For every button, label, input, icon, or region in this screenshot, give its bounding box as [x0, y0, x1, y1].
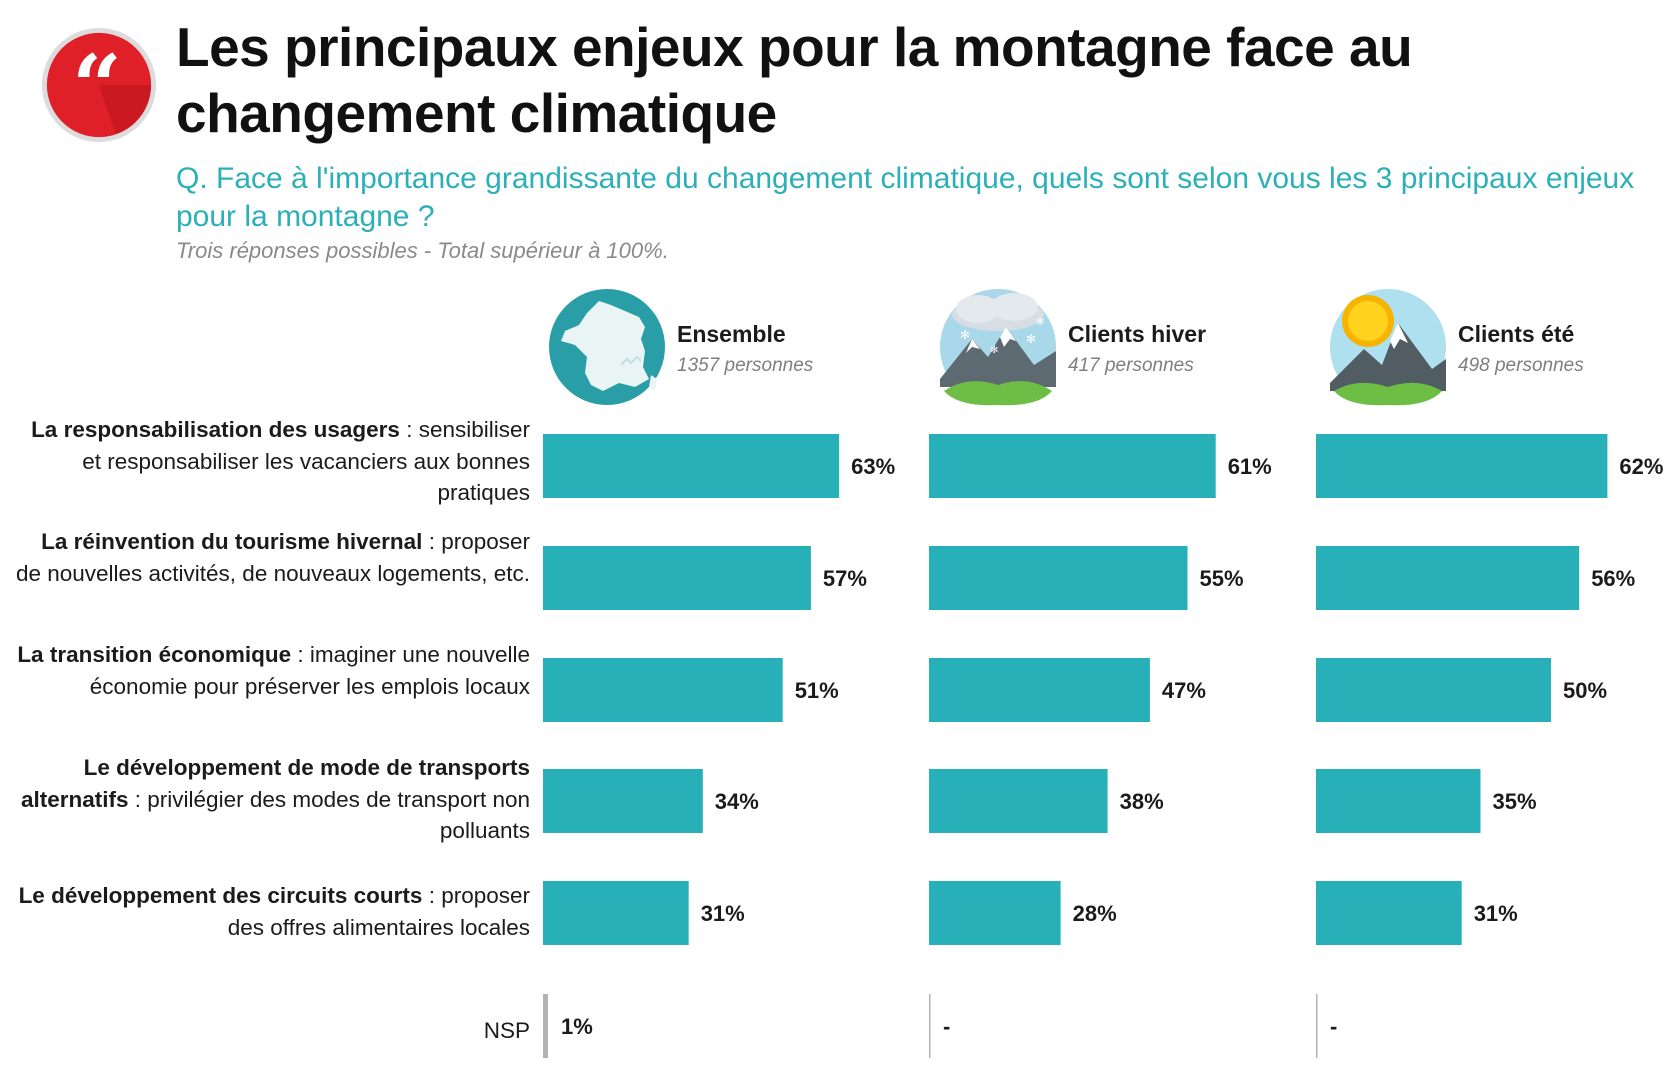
- bar: [1316, 546, 1580, 610]
- bar-value-label: 50%: [1563, 678, 1607, 703]
- nsp-separator: [929, 994, 931, 1058]
- svg-text:“: “: [72, 36, 122, 137]
- nsp-value-label: 1%: [561, 1014, 593, 1039]
- group-count: 1357 personnes: [677, 355, 814, 376]
- svg-text:✻: ✻: [990, 345, 998, 356]
- nsp-separator: [1316, 994, 1318, 1058]
- bar: [543, 881, 689, 945]
- nsp-value-label: -: [1330, 1014, 1337, 1039]
- group-name: Clients été: [1458, 321, 1575, 347]
- row-label-transition-economique: La transition économique : imaginer une …: [17, 642, 530, 699]
- bar: [1316, 769, 1481, 833]
- bar-value-label: 31%: [701, 901, 745, 926]
- bar: [929, 434, 1216, 498]
- bar-value-label: 55%: [1200, 566, 1244, 591]
- group-name: Ensemble: [677, 321, 786, 347]
- bar: [929, 546, 1188, 610]
- bar: [1316, 881, 1462, 945]
- group-count: 498 personnes: [1458, 355, 1584, 376]
- row-label-transports-alternatifs: Le développement de mode de transports a…: [20, 755, 530, 843]
- bar: [543, 434, 840, 498]
- bar: [929, 881, 1061, 945]
- bar-value-label: 35%: [1493, 789, 1537, 814]
- bar: [1316, 658, 1551, 722]
- bar: [1316, 434, 1608, 498]
- france-map-icon: [549, 289, 665, 405]
- page-title: Les principaux enjeux pour la montagne f…: [176, 16, 1413, 144]
- bar: [543, 658, 783, 722]
- bar: [543, 546, 811, 610]
- bar-value-label: 47%: [1162, 678, 1206, 703]
- svg-text:✻: ✻: [1026, 332, 1036, 346]
- bar-value-label: 34%: [715, 789, 759, 814]
- group-name: Clients hiver: [1068, 321, 1207, 347]
- nsp-value-label: -: [943, 1014, 950, 1039]
- bar: [543, 769, 703, 833]
- svg-text:✻: ✻: [960, 328, 970, 342]
- sunny-mountain-icon: [1330, 289, 1446, 406]
- quote-icon: “: [41, 27, 157, 143]
- bar-value-label: 51%: [795, 678, 839, 703]
- answer-note: Trois réponses possibles - Total supérie…: [176, 238, 669, 263]
- row-label-responsabilisation: La responsabilisation des usagers : sens…: [31, 417, 530, 505]
- survey-question: Q. Face à l'importance grandissante du c…: [176, 162, 1635, 233]
- bar: [929, 658, 1150, 722]
- bar-value-label: 63%: [851, 454, 895, 479]
- bar-value-label: 28%: [1073, 901, 1117, 926]
- row-label-circuits-courts: Le développement des circuits courts : p…: [18, 883, 530, 940]
- bar-value-label: 31%: [1474, 901, 1518, 926]
- bar-value-label: 57%: [823, 566, 867, 591]
- nsp-label: NSP: [483, 1018, 530, 1043]
- bar-value-label: 61%: [1228, 454, 1272, 479]
- bar-value-label: 62%: [1619, 454, 1663, 479]
- bar-value-label: 38%: [1120, 789, 1164, 814]
- svg-text:✻: ✻: [1036, 317, 1044, 328]
- group-count: 417 personnes: [1068, 355, 1194, 376]
- nsp-bar: [543, 994, 548, 1058]
- bar: [929, 769, 1108, 833]
- row-label-tourisme-hivernal: La réinvention du tourisme hivernal : pr…: [15, 529, 530, 586]
- bar-value-label: 56%: [1591, 566, 1635, 591]
- snowy-mountain-icon: ✻ ✻ ✻ ✻: [940, 289, 1056, 406]
